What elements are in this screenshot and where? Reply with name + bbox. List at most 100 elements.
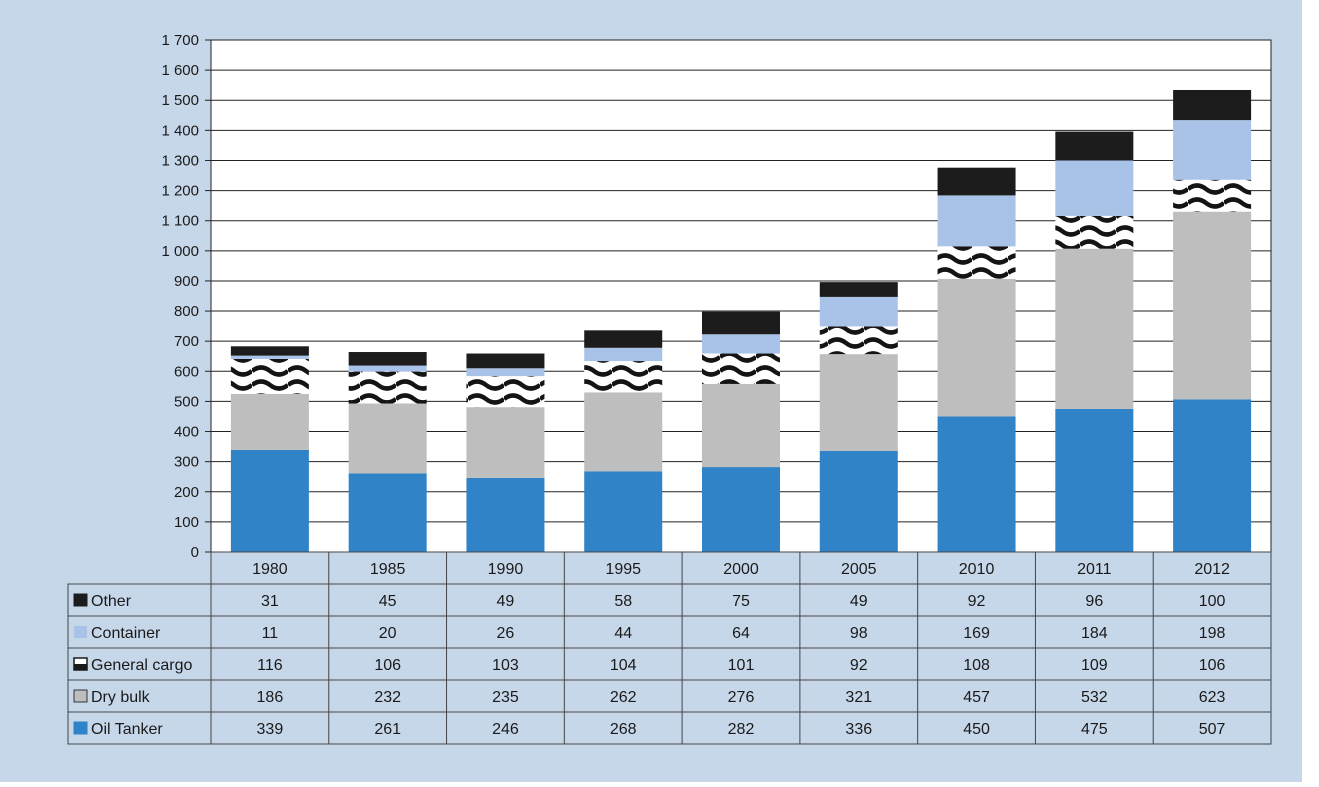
table-cell-container: 20 xyxy=(379,625,397,642)
bar-general-cargo-1980 xyxy=(230,358,309,394)
bar-general-cargo-1995 xyxy=(584,361,663,393)
bar-general-cargo-2005 xyxy=(819,326,898,355)
legend-swatch-other xyxy=(73,593,88,607)
x-category-label: 1985 xyxy=(370,561,406,578)
table-cell-oil-tanker: 336 xyxy=(845,721,872,738)
data-table: 1980 1985 1990 1995 2000 2005 2010 2011 2012Othe… xyxy=(67,551,1272,745)
table-cell-dry-bulk: 321 xyxy=(845,689,872,706)
bar-other-2000 xyxy=(702,311,780,335)
table-cell-dry-bulk: 186 xyxy=(257,689,284,706)
bar-dry-bulk-1995 xyxy=(584,392,663,472)
bar-general-cargo-2000 xyxy=(702,353,780,384)
y-tick-label: 200 xyxy=(174,484,199,501)
bars xyxy=(230,89,1252,552)
y-tick-label: 400 xyxy=(174,424,199,441)
y-tick-label: 700 xyxy=(174,333,199,350)
y-tick-label: 800 xyxy=(174,303,199,320)
table-cell-general-cargo: 103 xyxy=(492,657,519,674)
table-cell-dry-bulk: 457 xyxy=(963,689,990,706)
bar-dry-bulk-1985 xyxy=(348,403,427,474)
table-cell-dry-bulk: 262 xyxy=(610,689,637,706)
y-tick-label: 100 xyxy=(174,514,199,531)
table-cell-other: 75 xyxy=(732,593,750,610)
bar-dry-bulk-2000 xyxy=(702,383,780,468)
table-cell-general-cargo: 109 xyxy=(1081,657,1108,674)
table-cell-oil-tanker: 246 xyxy=(492,721,519,738)
bar-container-2010 xyxy=(937,195,1016,247)
x-category-label: 2005 xyxy=(841,561,877,578)
y-tick-label: 900 xyxy=(174,273,199,290)
table-cell-other: 58 xyxy=(614,593,632,610)
bar-oil-tanker-2011 xyxy=(1055,408,1134,552)
table-cell-container: 64 xyxy=(732,625,750,642)
bar-dry-bulk-1980 xyxy=(230,393,309,450)
y-tick-label: 500 xyxy=(174,393,199,410)
table-cell-general-cargo: 101 xyxy=(728,657,755,674)
table-cell-container: 44 xyxy=(614,625,632,642)
legend-swatch-dry-bulk xyxy=(73,689,88,703)
table-cell-oil-tanker: 475 xyxy=(1081,721,1108,738)
bar-dry-bulk-1990 xyxy=(466,407,545,478)
table-row xyxy=(67,647,1272,681)
y-tick-label: 1 100 xyxy=(161,213,199,230)
x-category-label: 1980 xyxy=(252,561,288,578)
y-tick-label: 1 600 xyxy=(161,62,199,79)
x-category-label: 2011 xyxy=(1077,561,1112,578)
table-cell-general-cargo: 116 xyxy=(257,657,283,674)
bar-other-2010 xyxy=(937,167,1016,196)
bar-general-cargo-2010 xyxy=(937,246,1016,279)
table-cell-other: 92 xyxy=(968,593,986,610)
table-cell-general-cargo: 108 xyxy=(963,657,990,674)
table-cell-dry-bulk: 235 xyxy=(492,689,519,706)
legend-label-general-cargo: General cargo xyxy=(91,657,192,674)
table-cell-other: 100 xyxy=(1199,593,1226,610)
y-tick-label: 1 700 xyxy=(161,32,199,49)
table-row xyxy=(67,679,1272,713)
bar-oil-tanker-2000 xyxy=(702,467,780,552)
bar-other-1990 xyxy=(466,353,545,369)
bar-oil-tanker-1980 xyxy=(230,449,309,552)
table-cell-other: 45 xyxy=(379,593,397,610)
bar-other-1985 xyxy=(348,352,427,366)
bar-oil-tanker-1995 xyxy=(584,471,663,552)
y-axis-ticks: 0 100 200 300 400 500 600 700 800 900 1 000 1 100 1 … xyxy=(161,32,211,561)
table-cell-other: 31 xyxy=(261,593,279,610)
bar-container-2000 xyxy=(702,334,780,354)
table-cell-oil-tanker: 507 xyxy=(1199,721,1226,738)
bar-container-2012 xyxy=(1173,120,1252,180)
table-cell-container: 169 xyxy=(963,625,990,642)
table-cell-container: 184 xyxy=(1081,625,1108,642)
table-cell-container: 98 xyxy=(850,625,868,642)
bar-other-1980 xyxy=(230,346,309,356)
y-tick-label: 300 xyxy=(174,454,199,471)
legend-label-oil-tanker: Oil Tanker xyxy=(91,721,163,738)
bar-dry-bulk-2012 xyxy=(1173,211,1252,400)
table-cell-container: 26 xyxy=(497,625,515,642)
table-cell-general-cargo: 106 xyxy=(374,657,401,674)
table-cell-general-cargo: 92 xyxy=(850,657,868,674)
x-category-label: 2012 xyxy=(1194,561,1230,578)
y-tick-label: 1 300 xyxy=(161,152,199,169)
table-cell-oil-tanker: 339 xyxy=(257,721,284,738)
bar-container-2011 xyxy=(1055,160,1134,216)
table-cell-general-cargo: 106 xyxy=(1199,657,1226,674)
table-cell-other: 49 xyxy=(497,593,515,610)
table-row xyxy=(67,711,1272,745)
bar-other-2012 xyxy=(1173,89,1252,121)
bar-other-1995 xyxy=(584,330,663,348)
legend-label-other: Other xyxy=(91,593,132,610)
table-cell-dry-bulk: 232 xyxy=(374,689,401,706)
bar-oil-tanker-1990 xyxy=(466,477,545,552)
bar-oil-tanker-2012 xyxy=(1173,399,1252,552)
x-category-label: 1995 xyxy=(605,561,641,578)
bar-other-2005 xyxy=(819,282,898,297)
table-cell-oil-tanker: 282 xyxy=(728,721,755,738)
table-cell-oil-tanker: 261 xyxy=(374,721,401,738)
y-tick-label: 1 000 xyxy=(161,243,199,260)
table-cell-dry-bulk: 623 xyxy=(1199,689,1226,706)
bar-container-1980 xyxy=(230,355,309,359)
bar-dry-bulk-2005 xyxy=(819,354,898,451)
table-cell-oil-tanker: 450 xyxy=(963,721,990,738)
